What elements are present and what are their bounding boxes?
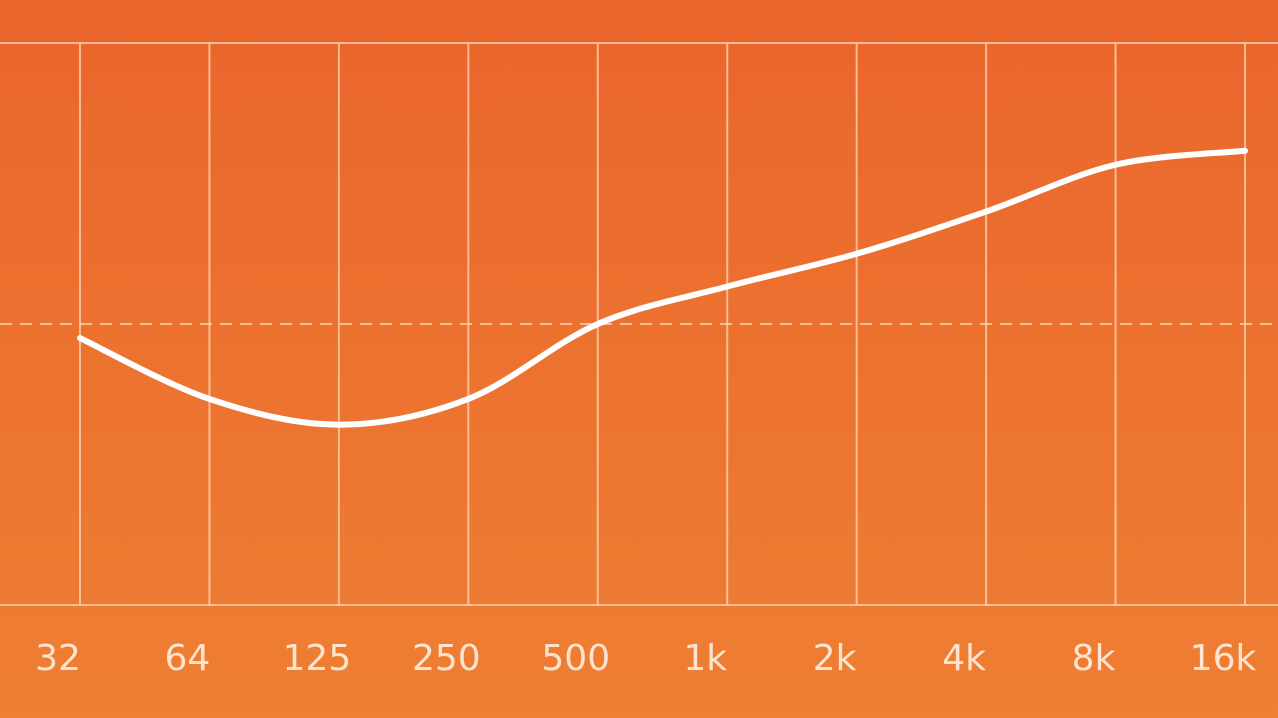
frequency-label: 8k — [1072, 638, 1116, 679]
frequency-label: 2k — [813, 638, 857, 679]
frequency-label: 500 — [541, 638, 610, 679]
frequency-label: 125 — [283, 638, 352, 679]
frequency-label: 64 — [165, 638, 211, 679]
frequency-label: 250 — [412, 638, 481, 679]
frequency-label: 1k — [683, 638, 727, 679]
eq-curve — [77, 147, 1248, 428]
frequency-label: 32 — [35, 638, 81, 679]
frequency-label: 16k — [1190, 638, 1257, 679]
frequency-label: 4k — [942, 638, 986, 679]
